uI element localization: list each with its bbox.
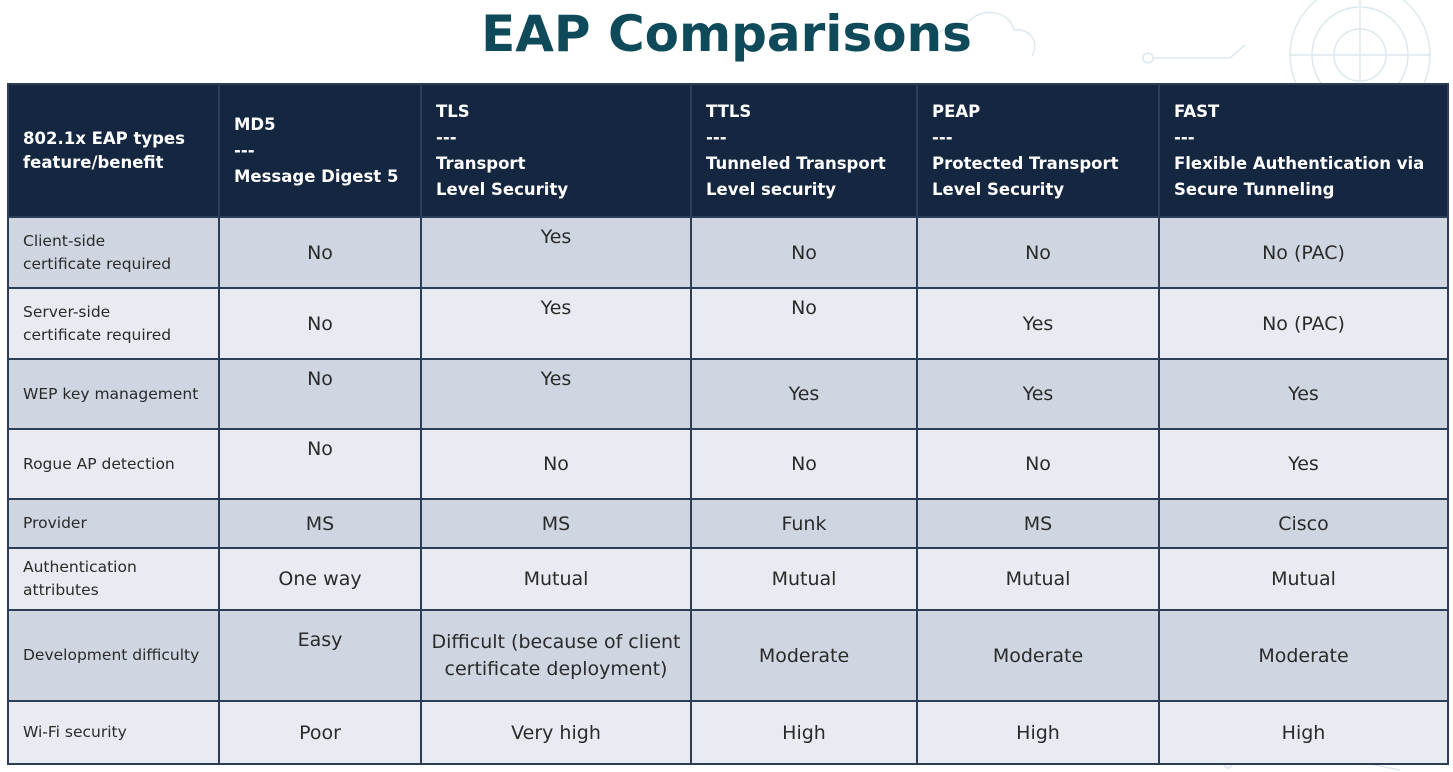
eap-comparison-table: 802.1x EAP types feature/benefit MD5 ---… (7, 83, 1449, 765)
header-feature-benefit: 802.1x EAP types feature/benefit (7, 83, 220, 218)
cell-ttls: Yes (690, 358, 918, 430)
cell-md5: Poor (218, 700, 422, 765)
table-row-server-side-certificate: Server-side certificate required No Yes … (7, 287, 1449, 360)
cell-peap: High (916, 700, 1160, 765)
cell-tls: Yes (420, 287, 692, 360)
cell-fast: High (1158, 700, 1449, 765)
cell-ttls: Moderate (690, 609, 918, 702)
header-tls: TLS --- Transport Level Security (420, 83, 692, 218)
row-feature-label: Authentication attributes (7, 547, 220, 611)
row-feature-label: Rogue AP detection (7, 428, 220, 500)
page-title: EAP Comparisons (481, 5, 972, 63)
row-feature-label: Development difficulty (7, 609, 220, 702)
cell-fast: Moderate (1158, 609, 1449, 702)
header-ttls: TTLS --- Tunneled Transport Level securi… (690, 83, 918, 218)
cell-fast: Yes (1158, 358, 1449, 430)
cell-ttls: High (690, 700, 918, 765)
row-feature-label: Provider (7, 498, 220, 549)
cell-md5: MS (218, 498, 422, 549)
table-row-provider: Provider MS MS Funk MS Cisco (7, 498, 1449, 549)
cell-tls: Yes (420, 358, 692, 430)
cell-peap: Yes (916, 287, 1160, 360)
table-row-wifi-security: Wi-Fi security Poor Very high High High … (7, 700, 1449, 765)
cell-ttls: No (690, 216, 918, 289)
cell-tls: Yes (420, 216, 692, 289)
cell-ttls: Mutual (690, 547, 918, 611)
table-row-client-side-certificate: Client-side certificate required No Yes … (7, 216, 1449, 289)
cell-ttls: No (690, 287, 918, 360)
header-peap: PEAP --- Protected Transport Level Secur… (916, 83, 1160, 218)
cell-ttls: No (690, 428, 918, 500)
table-row-development-difficulty: Development difficulty Easy Difficult (b… (7, 609, 1449, 702)
table-row-authentication-attributes: Authentication attributes One way Mutual… (7, 547, 1449, 611)
cell-peap: MS (916, 498, 1160, 549)
cell-fast: No (PAC) (1158, 216, 1449, 289)
cell-peap: Yes (916, 358, 1160, 430)
cell-md5: One way (218, 547, 422, 611)
table-row-wep-key-management: WEP key management No Yes Yes Yes Yes (7, 358, 1449, 430)
header-fast: FAST --- Flexible Authentication via Sec… (1158, 83, 1449, 218)
cell-peap: Mutual (916, 547, 1160, 611)
cell-fast: No (PAC) (1158, 287, 1449, 360)
cell-peap: No (916, 428, 1160, 500)
cell-peap: Moderate (916, 609, 1160, 702)
row-feature-label: Server-side certificate required (7, 287, 220, 360)
cell-md5: No (218, 428, 422, 500)
cell-tls: Difficult (because of client certificate… (420, 609, 692, 702)
cell-fast: Yes (1158, 428, 1449, 500)
cell-tls: MS (420, 498, 692, 549)
cell-tls: Mutual (420, 547, 692, 611)
cell-peap: No (916, 216, 1160, 289)
table-row-rogue-ap-detection: Rogue AP detection No No No No Yes (7, 428, 1449, 500)
cell-tls: Very high (420, 700, 692, 765)
cell-md5: Easy (218, 609, 422, 702)
table-header-row: 802.1x EAP types feature/benefit MD5 ---… (7, 83, 1449, 218)
row-feature-label: Client-side certificate required (7, 216, 220, 289)
cell-md5: No (218, 216, 422, 289)
header-md5: MD5 --- Message Digest 5 (218, 83, 422, 218)
row-feature-label: WEP key management (7, 358, 220, 430)
cell-fast: Mutual (1158, 547, 1449, 611)
cell-md5: No (218, 358, 422, 430)
cell-fast: Cisco (1158, 498, 1449, 549)
row-feature-label: Wi-Fi security (7, 700, 220, 765)
cell-ttls: Funk (690, 498, 918, 549)
cell-md5: No (218, 287, 422, 360)
cell-tls: No (420, 428, 692, 500)
